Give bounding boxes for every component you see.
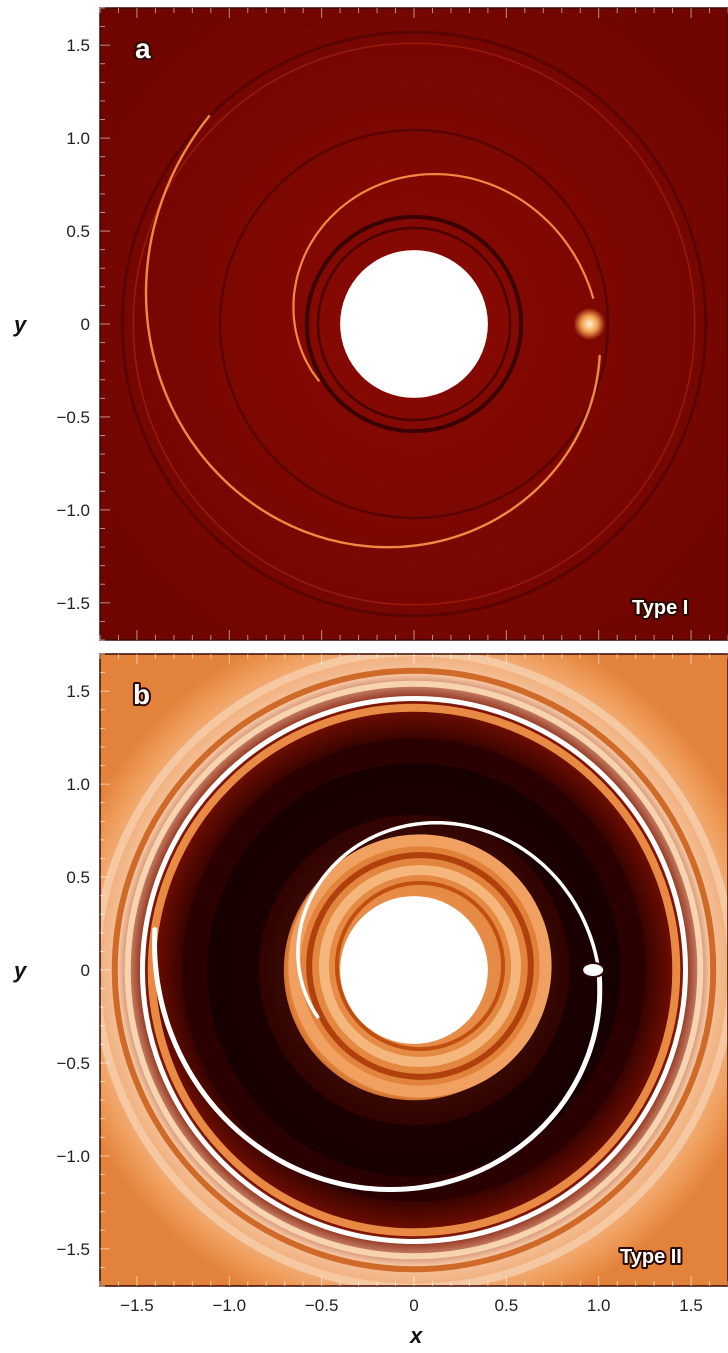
inner-band [318, 864, 522, 1068]
inner-dark-ring [304, 214, 524, 434]
x-tick-label: 1.0 [587, 1296, 611, 1315]
y-tick-label: −1.0 [56, 1147, 90, 1166]
disk-band [147, 703, 681, 1237]
x-tick-label: −0.5 [305, 1296, 339, 1315]
y-tick-label: −1.0 [56, 501, 90, 520]
outer-spiral-wake [144, 115, 601, 549]
disk-band [111, 667, 717, 1273]
y-tick-label: −1.5 [56, 594, 90, 613]
y-tick-label: 1.5 [66, 36, 90, 55]
panel-b-y-tick-labels: 1.5 1.0 0.5 0 −0.5 −1.0 −1.5 [56, 682, 90, 1259]
panel-b-type-two-map: b Type II [99, 653, 728, 1287]
y-tick-label: 1.5 [66, 682, 90, 701]
inner-spiral-wake [292, 173, 595, 382]
y-tick-label: −0.5 [56, 408, 90, 427]
y-tick-label: 1.0 [66, 129, 90, 148]
x-axis-title: x [409, 1323, 423, 1348]
y-tick-label: 0 [81, 961, 90, 980]
panel-b-y-axis-title: y [13, 958, 28, 983]
x-tick-label: 0.5 [495, 1296, 519, 1315]
y-tick-label: −1.5 [56, 1240, 90, 1259]
outer-spiral-wake [151, 927, 603, 1192]
inner-spiral-wake [296, 820, 601, 1019]
panel-a-y-tick-labels: 1.5 1.0 0.5 0 −0.5 −1.0 −1.5 [56, 36, 90, 613]
y-tick-label: 1.0 [66, 775, 90, 794]
y-tick-label: 0.5 [66, 222, 90, 241]
inner-dark-ring [316, 226, 512, 422]
y-tick-label: 0 [81, 315, 90, 334]
disk-band [139, 695, 689, 1245]
central-hole [340, 250, 488, 398]
panel-b-letter: b [133, 679, 150, 710]
panel-b-tick-marks [99, 653, 728, 1287]
inner-band [334, 880, 506, 1052]
disk-ring [132, 42, 696, 606]
panel-a-type-one-map: a Type I [99, 7, 728, 641]
x-tick-label: −1.0 [213, 1296, 247, 1315]
y-tick-label: 0.5 [66, 868, 90, 887]
panel-a-letter: a [135, 33, 151, 64]
x-tick-label: 0 [409, 1296, 418, 1315]
planet-glow [573, 308, 606, 340]
disk-band [124, 680, 704, 1260]
central-hole [340, 896, 488, 1044]
y-tick-label: −0.5 [56, 1054, 90, 1073]
inner-band [288, 834, 552, 1098]
x-tick-label: 1.5 [679, 1296, 703, 1315]
x-tick-labels: −1.5 −1.0 −0.5 0 0.5 1.0 1.5 [120, 1296, 703, 1315]
panel-a-y-axis-title: y [13, 312, 28, 337]
inner-band [306, 852, 534, 1080]
planet [581, 962, 606, 978]
panel-b-type-label: Type II [620, 1246, 682, 1268]
panel-a-tick-marks [99, 7, 728, 641]
panel-a-type-label: Type I [632, 597, 688, 619]
x-tick-label: −1.5 [120, 1296, 154, 1315]
disk-ring [218, 128, 610, 520]
disk-ring [120, 30, 708, 618]
